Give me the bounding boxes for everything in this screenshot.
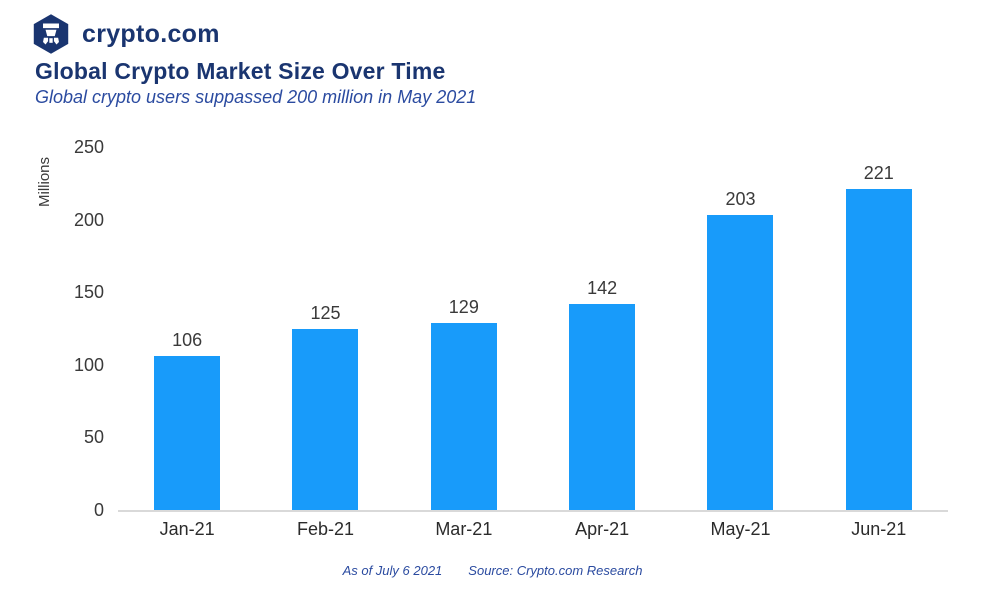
x-axis-label: Apr-21 (575, 519, 630, 539)
bar-value-label: 142 (587, 277, 618, 298)
x-axis-label: Feb-21 (296, 519, 355, 539)
y-tick-label: 50 (83, 427, 104, 448)
y-tick-label: 200 (73, 209, 104, 230)
x-axis-line (118, 510, 948, 512)
brand-header: crypto.com (30, 13, 220, 55)
crypto-com-logo-icon (33, 14, 69, 54)
brand-name: crypto.com (82, 19, 220, 48)
chart-footnote: As of July 6 2021 Source: Crypto.com Rese… (0, 563, 985, 578)
bar (569, 303, 636, 510)
bar-column: 129 (395, 147, 533, 510)
bar-value-label: 106 (172, 330, 203, 351)
bar-column: 142 (533, 147, 671, 510)
bars-area: 106 125 129 142 203 221 (118, 147, 948, 510)
bar-column: 106 (118, 147, 256, 510)
x-axis-label: Jan-21 (159, 519, 215, 539)
y-tick-label: 250 (73, 137, 104, 157)
bar-column: 221 (810, 147, 948, 510)
footnote-source: Source: Crypto.com Research (468, 563, 643, 578)
y-tick-label: 0 (93, 500, 104, 520)
y-tick-label: 100 (73, 354, 104, 375)
bar-column: 125 (256, 147, 394, 510)
bar (845, 189, 912, 510)
bar (707, 215, 774, 510)
bar-column: 203 (671, 147, 809, 510)
bar-value-label: 221 (863, 163, 894, 184)
y-axis-ticks: 0 50 100 150 200 250 (0, 138, 104, 519)
chart-title: Global Crypto Market Size Over Time (35, 58, 446, 84)
bar-value-label: 129 (448, 296, 479, 317)
bar (154, 356, 221, 510)
bar-value-label: 203 (725, 189, 756, 210)
footnote-as-of: As of July 6 2021 (342, 563, 443, 578)
bar (430, 322, 497, 510)
x-axis-labels: Jan-21 Feb-21 Mar-21 Apr-21 May-21 Jun-21 (118, 519, 948, 540)
chart-subtitle: Global crypto users suppassed 200 millio… (35, 87, 477, 107)
bar (292, 328, 359, 510)
bar-value-label: 125 (310, 302, 341, 323)
x-axis-label: Jun-21 (851, 519, 907, 539)
x-axis-label: Mar-21 (435, 519, 493, 539)
y-tick-label: 150 (73, 282, 104, 303)
x-axis-label: May-21 (710, 519, 771, 539)
plot-area: 106 125 129 142 203 221 (118, 147, 948, 510)
